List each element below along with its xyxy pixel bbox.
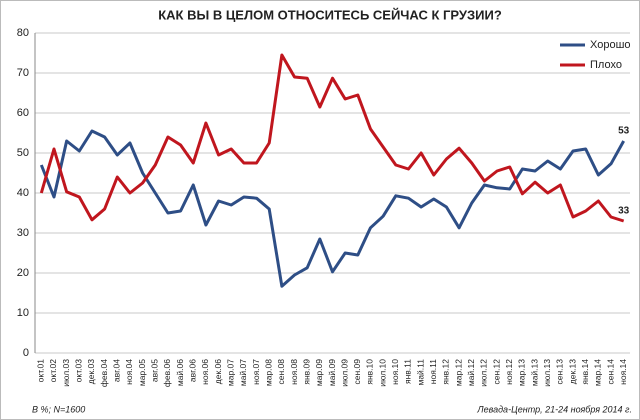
- x-tick-label: ноя.08: [289, 359, 299, 385]
- x-tick-label: май.09: [327, 359, 337, 386]
- x-tick-label: ноя.07: [251, 359, 261, 385]
- series-line: [39, 129, 625, 288]
- x-tick-label: ноя.11: [428, 359, 438, 384]
- x-tick-label: окт.01: [36, 359, 46, 383]
- x-tick-label: мар.12: [453, 359, 463, 386]
- x-tick-label: ноя.14: [618, 359, 628, 385]
- x-tick-label: окт.03: [74, 359, 84, 383]
- x-tick-label: май.07: [238, 359, 248, 386]
- x-tick-label: май.13: [529, 359, 539, 386]
- x-tick-label: мар.09: [314, 359, 324, 386]
- x-tick-label: авг.04: [112, 359, 122, 382]
- x-tick-label: янв.11: [403, 359, 413, 384]
- y-tick-label: 20: [17, 267, 29, 279]
- x-tick-label: фев.04: [99, 359, 109, 387]
- y-tick-label: 40: [17, 187, 29, 199]
- x-tick-label: фев.06: [162, 359, 172, 387]
- x-tick-label: май.06: [175, 359, 185, 386]
- source: Левада-Центр, 21-24 ноября 2014 г.: [476, 404, 632, 414]
- y-tick-label: 30: [17, 227, 29, 239]
- legend-label: Плохо: [590, 59, 622, 71]
- chart-title: КАК ВЫ В ЦЕЛОМ ОТНОСИТЕСЬ СЕЙЧАС К ГРУЗИ…: [158, 7, 502, 22]
- y-tick-label: 80: [17, 27, 29, 39]
- x-tick-label: ноя.06: [200, 359, 210, 385]
- y-tick-label: 50: [17, 147, 29, 159]
- x-tick-label: июл.12: [479, 359, 489, 387]
- end-label: 53: [618, 126, 630, 137]
- x-tick-label: янв.12: [441, 359, 451, 385]
- x-tick-label: янв.14: [580, 359, 590, 385]
- end-label: 33: [618, 206, 630, 217]
- x-tick-label: сен.08: [276, 359, 286, 385]
- x-tick-label: дек.13: [567, 359, 577, 384]
- y-tick-label: 10: [17, 307, 29, 319]
- x-tick-label: дек.03: [86, 359, 96, 384]
- x-tick-label: сен.14: [605, 359, 615, 385]
- y-tick-label: 60: [17, 107, 29, 119]
- x-tick-label: мар.14: [593, 359, 603, 386]
- y-tick-label: 0: [23, 347, 29, 359]
- note: В %; N=1600: [32, 404, 85, 414]
- x-tick-label: сен.13: [555, 359, 565, 385]
- x-tick-label: дек.06: [213, 359, 223, 384]
- x-tick-label: июл.13: [542, 359, 552, 387]
- x-tick-label: май.11: [415, 359, 425, 386]
- x-tick-label: мар.05: [137, 359, 147, 386]
- x-tick-label: авг.06: [187, 359, 197, 382]
- x-tick-label: июл.03: [61, 359, 71, 387]
- legend-label: Хорошо: [590, 39, 631, 51]
- x-tick-label: ноя.04: [124, 359, 134, 385]
- x-tick-label: ноя.12: [504, 359, 514, 385]
- x-tick-label: мар.08: [263, 359, 273, 386]
- x-tick-label: янв.10: [365, 359, 375, 385]
- series-line: [39, 53, 625, 223]
- x-tick-label: июл.09: [339, 359, 349, 387]
- x-tick-label: ноя.10: [390, 359, 400, 385]
- x-tick-label: май.12: [466, 359, 476, 386]
- x-tick-label: окт.02: [48, 359, 58, 383]
- x-tick-label: сен.12: [491, 359, 501, 385]
- x-tick-label: авг.05: [150, 359, 160, 382]
- x-tick-label: июл.10: [377, 359, 387, 387]
- x-tick-label: янв.09: [301, 359, 311, 385]
- x-tick-label: сен.09: [352, 359, 362, 385]
- y-tick-label: 70: [17, 67, 29, 79]
- x-tick-label: мар.07: [225, 359, 235, 386]
- x-tick-label: мар.13: [517, 359, 527, 386]
